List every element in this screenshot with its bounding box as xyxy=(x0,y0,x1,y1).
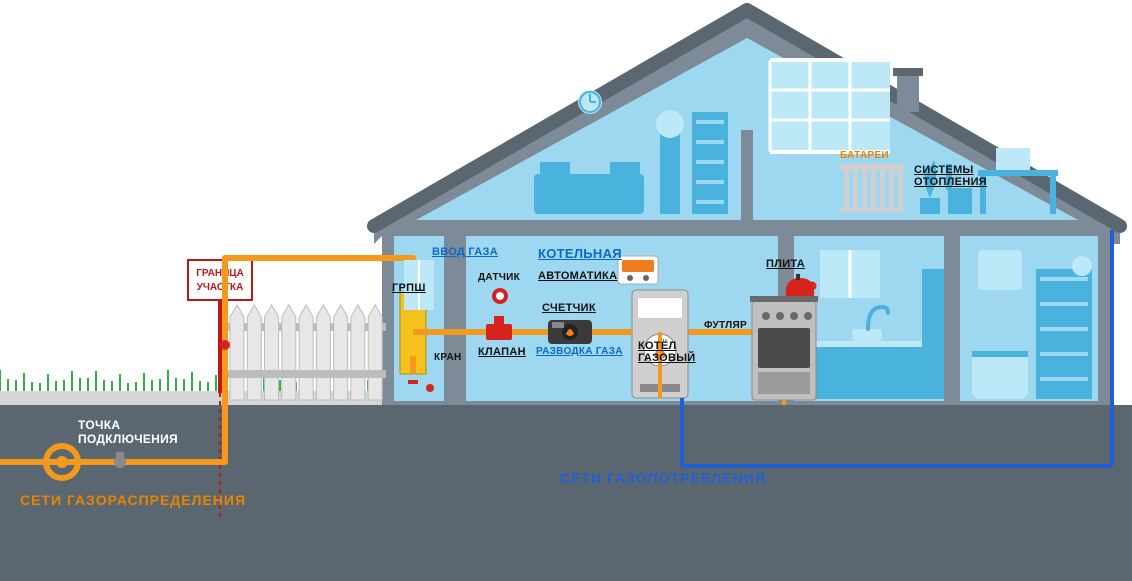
svg-text:УЧАСТКА: УЧАСТКА xyxy=(197,282,244,293)
label-batarei: БАТАРЕИ xyxy=(840,150,889,161)
label-grpsh: ГРПШ xyxy=(392,282,426,294)
svg-text:ГРАНИЦА: ГРАНИЦА xyxy=(196,268,244,279)
label-avtomatika: АВТОМАТИКА xyxy=(538,270,617,282)
label-connection-point-2: ПОДКЛЮЧЕНИЯ xyxy=(78,432,178,446)
label-klapan: КЛАПАН xyxy=(478,346,526,358)
label-kran: КРАН xyxy=(434,352,462,363)
label-sistemy2: ОТОПЛЕНИЯ xyxy=(914,176,987,188)
diagram-root: ГРАНИЦА УЧАСТКА ТОЧКА ПОДКЛЮЧЕНИЯ СЕТИ ГА… xyxy=(0,0,1132,581)
label-connection-point-1: ТОЧКА xyxy=(78,418,120,432)
label-kotel1: КОТЁЛ xyxy=(638,340,677,352)
label-kotel2: ГАЗОВЫЙ xyxy=(638,352,696,364)
label-vvod: ВВОД ГАЗА xyxy=(432,246,498,258)
label-kotelnaya: КОТЕЛЬНАЯ xyxy=(538,246,622,261)
label-distribution-net: СЕТИ ГАЗОРАСПРЕДЕЛЕНИЯ xyxy=(20,492,246,508)
label-schetchik: СЧЕТЧИК xyxy=(542,302,596,314)
label-razvodka: РАЗВОДКА ГАЗА xyxy=(536,346,623,357)
label-futlyar: ФУТЛЯР xyxy=(704,320,747,331)
label-sistemy1: СИСТЕМЫ xyxy=(914,164,974,176)
label-plita: ПЛИТА xyxy=(766,258,805,270)
label-datchik: ДАТЧИК xyxy=(478,272,520,283)
label-consumption-net: СЕТИ ГАЗОПОТРЕБЛЕНИЯ xyxy=(560,470,766,486)
